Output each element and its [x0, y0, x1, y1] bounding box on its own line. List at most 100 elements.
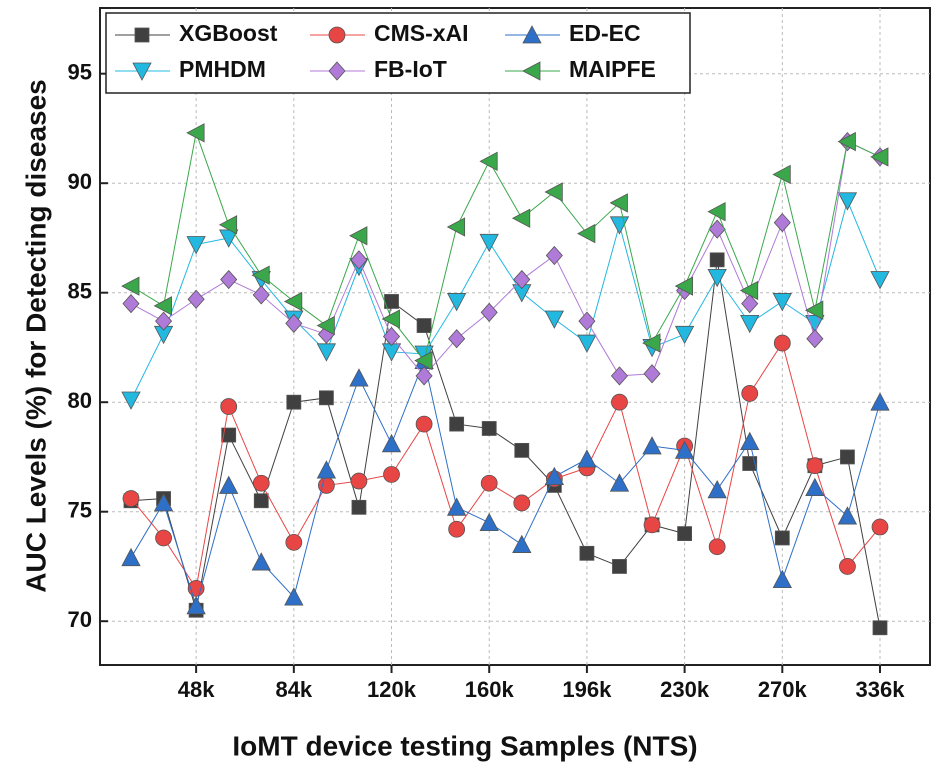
- marker: [742, 456, 758, 471]
- marker: [220, 269, 238, 290]
- marker: [577, 223, 596, 244]
- marker: [806, 329, 824, 349]
- marker: [642, 436, 662, 455]
- marker: [544, 310, 565, 329]
- marker: [448, 329, 466, 349]
- marker: [642, 333, 661, 353]
- marker: [186, 236, 206, 255]
- plot-frame: [99, 7, 931, 666]
- marker: [284, 587, 304, 606]
- marker: [316, 315, 335, 336]
- marker: [806, 457, 824, 475]
- marker: [772, 164, 791, 185]
- marker: [870, 392, 890, 411]
- marker: [449, 416, 465, 432]
- marker: [446, 293, 467, 312]
- legend-label: PMHDM: [179, 56, 266, 82]
- y-tick-label: 80: [68, 388, 92, 413]
- marker: [132, 62, 152, 81]
- marker: [480, 302, 498, 323]
- marker: [416, 318, 432, 333]
- marker: [643, 364, 661, 384]
- series-line: [130, 259, 881, 628]
- x-tick-label: 120k: [367, 677, 417, 702]
- x-tick-label: 48k: [178, 677, 215, 702]
- series-line: [130, 140, 881, 377]
- legend: XGBoost CMS-xAI ED-EC PMHDM FB-IoT MAIPFE: [105, 12, 691, 94]
- marker: [512, 534, 532, 553]
- marker: [545, 245, 563, 266]
- marker: [871, 518, 889, 536]
- marker: [674, 440, 695, 459]
- marker: [381, 433, 402, 453]
- series-line: [130, 341, 881, 590]
- marker: [577, 334, 597, 353]
- marker: [611, 393, 628, 411]
- marker: [446, 217, 466, 237]
- x-axis-title: IoMT device testing Samples (NTS): [232, 730, 697, 761]
- marker: [479, 512, 499, 532]
- marker: [870, 271, 890, 290]
- marker: [707, 479, 727, 499]
- marker: [285, 533, 303, 551]
- marker: [674, 276, 694, 296]
- marker: [153, 296, 172, 316]
- marker: [707, 202, 726, 222]
- legend-label: ED-EC: [569, 20, 641, 46]
- x-tick-label: 196k: [562, 677, 612, 702]
- marker: [772, 569, 792, 588]
- marker: [840, 449, 855, 465]
- marker: [839, 558, 856, 575]
- marker: [186, 596, 206, 615]
- marker: [511, 208, 531, 228]
- marker: [286, 394, 302, 410]
- marker: [446, 497, 467, 516]
- marker: [610, 366, 629, 386]
- legend-label: MAIPFE: [569, 56, 656, 82]
- marker: [383, 466, 400, 483]
- marker: [773, 213, 791, 233]
- marker: [740, 431, 760, 451]
- marker: [252, 285, 270, 305]
- marker: [316, 343, 337, 362]
- marker: [739, 280, 759, 301]
- series-line: [130, 358, 881, 608]
- marker: [351, 499, 367, 515]
- marker: [612, 559, 627, 574]
- marker: [318, 390, 334, 406]
- marker: [708, 219, 726, 239]
- marker: [773, 334, 791, 352]
- marker: [328, 26, 346, 44]
- marker: [349, 368, 369, 387]
- marker: [253, 493, 269, 509]
- x-tick-label: 230k: [660, 677, 710, 702]
- y-tick-label: 90: [68, 169, 92, 194]
- marker: [609, 473, 630, 492]
- marker: [251, 552, 271, 571]
- marker: [579, 545, 595, 561]
- marker: [349, 226, 368, 246]
- marker: [221, 427, 237, 443]
- marker: [578, 311, 596, 331]
- marker: [741, 385, 759, 402]
- marker: [415, 366, 433, 386]
- marker: [740, 314, 760, 334]
- marker: [481, 421, 497, 436]
- y-tick-label: 75: [68, 498, 92, 523]
- legend-box: [105, 12, 691, 94]
- marker: [774, 530, 790, 546]
- marker: [577, 449, 597, 468]
- x-tick-label: 160k: [465, 677, 515, 702]
- marker: [837, 131, 856, 152]
- marker: [544, 182, 563, 202]
- marker: [522, 61, 541, 81]
- marker: [153, 493, 174, 512]
- marker: [709, 252, 725, 268]
- marker: [609, 193, 628, 213]
- marker: [674, 325, 695, 345]
- series-line: [130, 130, 881, 362]
- marker: [121, 276, 140, 296]
- marker: [448, 520, 466, 538]
- marker: [772, 293, 792, 312]
